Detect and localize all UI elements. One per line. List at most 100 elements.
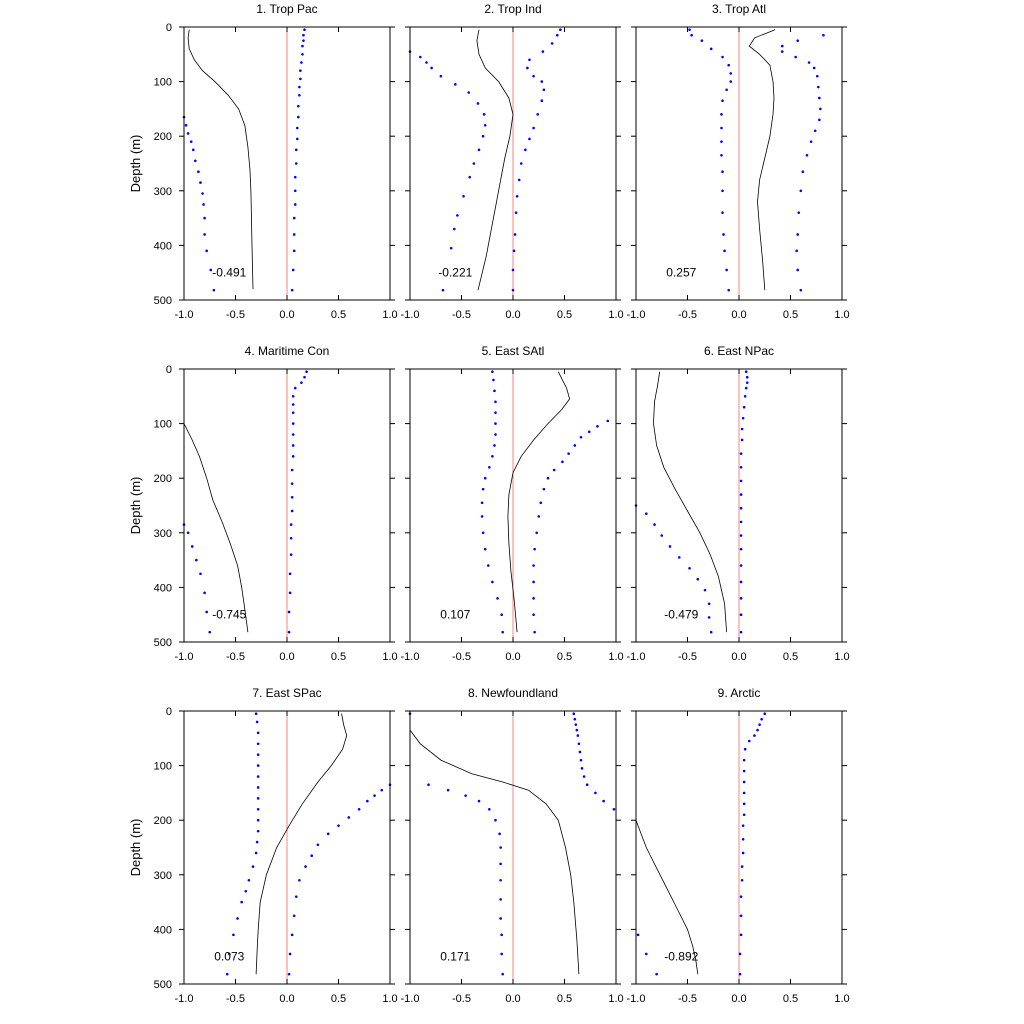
lower-bound-dot — [477, 148, 481, 152]
upper-bound-dot — [532, 580, 535, 584]
upper-bound-dot — [305, 370, 308, 374]
y-tick-label: 300 — [154, 528, 172, 540]
y-axis-label: Depth (m) — [128, 819, 143, 877]
lower-bound-dot — [709, 47, 713, 51]
x-tick-label: -1.0 — [175, 651, 194, 663]
upper-bound-dot — [380, 788, 384, 792]
upper-bound-dot — [296, 137, 299, 141]
upper-bound-dot — [801, 170, 805, 173]
upper-bound-dot — [748, 739, 751, 743]
lower-bound-dot — [464, 794, 467, 797]
upper-bound-dot — [540, 80, 544, 83]
y-tick-label: 0 — [166, 706, 172, 718]
y-tick-label: 100 — [154, 761, 172, 773]
lower-bound-dot — [488, 807, 491, 811]
upper-bound-dot — [287, 630, 291, 634]
lower-bound-dot — [482, 113, 486, 116]
upper-bound-dot — [574, 723, 578, 726]
upper-bound-dot — [546, 476, 550, 480]
upper-bound-dot — [289, 523, 293, 526]
upper-bound-dot — [822, 33, 825, 37]
upper-bound-dot — [297, 115, 300, 119]
upper-bound-dot — [511, 288, 515, 292]
y-tick-label: 0 — [166, 22, 172, 34]
lower-bound-dot — [498, 832, 501, 836]
upper-bound-dot — [524, 148, 527, 152]
x-tick-label: -0.5 — [678, 993, 697, 1005]
upper-bound-dot — [739, 630, 743, 634]
y-tick-label: 100 — [154, 77, 172, 89]
lower-bound-dot — [255, 840, 259, 844]
upper-bound-dot — [738, 952, 742, 956]
lower-bound-dot — [729, 72, 733, 75]
x-tick-label: 0.0 — [505, 309, 520, 321]
lower-bound-dot — [197, 170, 200, 173]
lower-bound-dot — [491, 580, 494, 584]
panel-title: 4. Maritime Con — [245, 344, 330, 358]
upper-bound-dot — [536, 113, 540, 116]
upper-bound-dot — [763, 712, 767, 716]
upper-bound-dot — [602, 799, 605, 803]
y-tick-label: 0 — [166, 364, 172, 376]
upper-bound-dot — [301, 44, 304, 48]
lower-bound-dot — [499, 862, 502, 866]
lower-bound-dot — [707, 616, 711, 619]
lower-bound-dot — [256, 764, 260, 767]
lower-bound-dot — [256, 775, 260, 778]
upper-bound-dot — [293, 175, 297, 179]
upper-bound-dot — [292, 249, 296, 253]
upper-bound-dot — [292, 216, 296, 220]
x-tick-label: 1.0 — [608, 651, 623, 663]
correlation-label: 0.171 — [440, 950, 470, 964]
lower-bound-dot — [709, 630, 713, 634]
upper-bound-dot — [742, 758, 746, 762]
correlation-label: 0.073 — [214, 950, 244, 964]
upper-bound-dot — [513, 233, 517, 236]
lower-bound-dot — [472, 162, 476, 165]
upper-bound-dot — [796, 268, 800, 272]
upper-bound-dot — [743, 395, 747, 398]
panel-title: 9. Arctic — [718, 686, 761, 700]
correlation-label: 0.107 — [440, 608, 470, 622]
lower-bound-dot — [195, 558, 198, 562]
lower-bound-dot — [256, 786, 260, 789]
y-tick-label: 500 — [154, 979, 172, 991]
upper-bound-dot — [539, 501, 543, 505]
lower-bound-dot — [492, 378, 495, 382]
lower-bound-dot — [441, 288, 445, 292]
correlation-label: -0.491 — [212, 266, 246, 280]
x-tick-label: 0.5 — [331, 309, 346, 321]
upper-bound-dot — [567, 452, 570, 455]
upper-bound-dot — [580, 767, 584, 770]
panel-9: -1.0 -0.5 0.0 0.5 1.0 9. Arctic -0.892 — [627, 686, 850, 1005]
upper-bound-dot — [742, 780, 746, 784]
lower-bound-dot — [255, 720, 259, 724]
upper-bound-dot — [287, 972, 291, 976]
x-tick-label: 0.5 — [557, 309, 572, 321]
upper-bound-dot — [753, 734, 756, 737]
panel-title: 2. Trop Ind — [484, 2, 541, 16]
upper-bound-dot — [742, 802, 746, 806]
y-axis-label: Depth (m) — [128, 477, 143, 535]
x-tick-label: 0.5 — [331, 651, 346, 663]
x-tick-label: -0.5 — [452, 651, 471, 663]
lower-bound-dot — [467, 91, 471, 94]
x-tick-label: -1.0 — [401, 309, 420, 321]
upper-bound-dot — [807, 61, 811, 64]
y-tick-label: 500 — [154, 295, 172, 307]
upper-bound-dot — [744, 370, 748, 374]
lower-bound-dot — [720, 126, 723, 130]
lower-bound-dot — [696, 577, 700, 581]
upper-bound-dot — [743, 747, 747, 751]
upper-bound-dot — [799, 189, 803, 193]
lower-bound-dot — [690, 33, 693, 37]
lower-bound-dot — [483, 123, 487, 127]
upper-bound-dot — [373, 794, 376, 797]
upper-bound-dot — [740, 427, 744, 431]
lower-bound-dot — [721, 99, 724, 103]
x-tick-label: -0.5 — [226, 651, 245, 663]
x-tick-label: 1.0 — [834, 651, 849, 663]
y-tick-label: 400 — [154, 924, 172, 936]
upper-bound-dot — [739, 933, 743, 937]
upper-bound-dot — [739, 895, 743, 898]
